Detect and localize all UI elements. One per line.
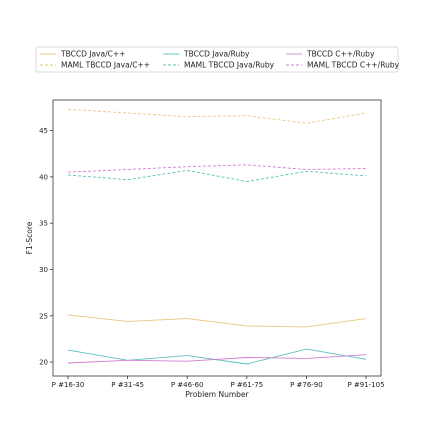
legend-label: MAML TBCCD Java/C++ [61, 61, 150, 70]
legend-frame [35, 46, 399, 73]
series-lines [67, 108, 367, 365]
y-tick-label: 35 [39, 220, 48, 228]
legend-label: MAML TBCCD C++/Ruby [307, 61, 400, 70]
x-tick-label: P #46-60 [171, 381, 204, 389]
x-tick-label: P #76-90 [290, 381, 323, 389]
x-axis: P #16-30 P #31-45 P #46-60 P #61-75 P #76-90… [52, 376, 385, 389]
series-line-tbccd-java-ruby [67, 348, 367, 365]
legend-label: TBCCD C++/Ruby [306, 50, 375, 59]
y-tick-label: 25 [39, 312, 48, 320]
series-line-maml-tbccd-java-c [67, 108, 367, 124]
x-tick-label: P #61-75 [230, 381, 263, 389]
y-tick-label: 30 [39, 266, 48, 274]
legend-label: TBCCD Java/Ruby [183, 50, 250, 59]
legend: TBCCD Java/C++ MAML TBCCD Java/C++ TBCCD J… [35, 46, 400, 73]
y-axis: 20 25 30 35 40 45 [39, 127, 53, 367]
x-tick-label: P #31-45 [111, 381, 144, 389]
legend-label: MAML TBCCD Java/Ruby [184, 61, 275, 70]
series-line-tbccd-java-c [67, 314, 367, 328]
y-tick-label: 45 [39, 127, 48, 135]
x-axis-label: Problem Number [185, 390, 249, 399]
x-tick-label: P #91-105 [347, 381, 384, 389]
series-line-tbccd-c-ruby [67, 354, 367, 364]
y-tick-label: 20 [39, 359, 48, 367]
plot-frame [52, 99, 382, 377]
y-tick-label: 40 [39, 173, 48, 181]
legend-label: TBCCD Java/C++ [60, 50, 125, 59]
x-tick-label: P #16-30 [52, 381, 85, 389]
series-line-maml-tbccd-java-ruby [67, 169, 367, 182]
y-axis-label: F1-Score [25, 221, 34, 254]
series-line-maml-tbccd-c-ruby [67, 164, 367, 173]
